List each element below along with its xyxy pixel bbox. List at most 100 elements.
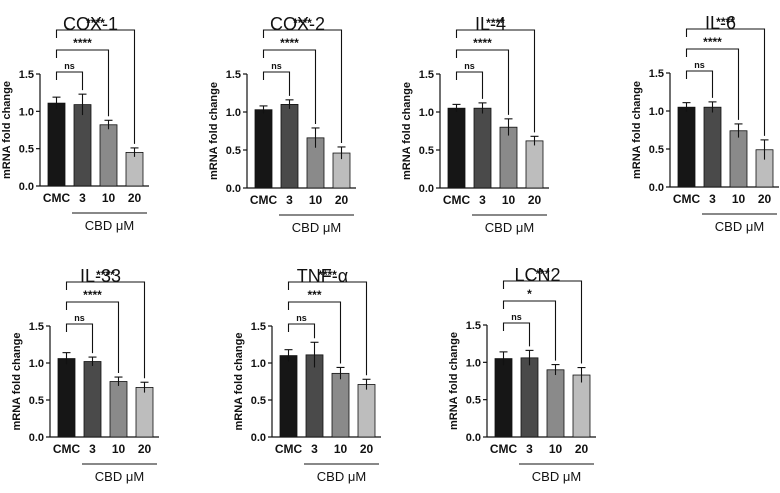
category-label: 10 — [334, 442, 348, 456]
chart-title: COX-2 — [270, 14, 325, 34]
bar — [357, 384, 376, 438]
significance-label: **** — [96, 268, 115, 282]
y-tick-label: 0.0 — [226, 183, 241, 195]
y-tick-label: 1.0 — [29, 358, 44, 370]
significance-bracket — [55, 29, 136, 144]
significance-bracket — [65, 281, 146, 379]
category-label: 10 — [309, 193, 323, 207]
significance-label: **** — [293, 16, 312, 30]
chart-panel: IL-6 mRNA fold change 0.0 0.5 1.0 1.5 CMC 3 10 20… — [631, 13, 779, 234]
significance-bracket — [502, 322, 531, 347]
chart-panel: COX-2 mRNA fold change 0.0 0.5 1.0 1.5 CMC 3 10 2… — [208, 14, 356, 235]
bar — [280, 104, 299, 189]
y-tick-label: 0.5 — [649, 144, 664, 156]
y-tick-label: 0.0 — [419, 183, 434, 195]
significance-label: **** — [280, 36, 299, 50]
significance-label: *** — [307, 288, 321, 302]
category-label: 10 — [102, 191, 116, 205]
y-tick-label: 1.5 — [19, 69, 34, 81]
bar — [83, 361, 102, 438]
significance-label: **** — [86, 16, 105, 30]
significance-bracket — [685, 70, 714, 98]
significance-label: **** — [716, 15, 735, 29]
significance-label: ns — [74, 313, 85, 323]
significance-label: ns — [64, 61, 75, 71]
y-axis-label: mRNA fold change — [631, 81, 643, 179]
significance-label: ns — [464, 61, 475, 71]
chart-title: LCN2 — [514, 265, 560, 285]
bar — [135, 387, 154, 438]
y-tick-label: 1.0 — [226, 107, 241, 119]
y-tick-label: 0.5 — [226, 145, 241, 157]
chart-title: IL-33 — [80, 266, 121, 286]
y-tick-label: 1.0 — [419, 107, 434, 119]
chart-panel: LCN2 mRNA fold change 0.0 0.5 1.0 1.5 CMC 3 10 20… — [448, 265, 596, 484]
category-label: 3 — [79, 191, 86, 205]
bar — [677, 106, 696, 188]
chart-panel: IL-33 mRNA fold change 0.0 0.5 1.0 1.5 CMC 3 10 2… — [11, 266, 159, 484]
bar — [572, 374, 591, 438]
significance-label: **** — [318, 268, 337, 282]
chart-panel: COX-1 mRNA fold change 0.0 0.5 1.0 1.5 CMC 3 10 2… — [1, 14, 149, 233]
bar — [331, 372, 350, 438]
chart-title: IL-4 — [475, 14, 506, 34]
category-label: 10 — [502, 193, 516, 207]
category-label: 10 — [112, 442, 126, 456]
bar — [109, 381, 128, 438]
significance-bracket — [65, 323, 94, 354]
y-tick-label: 0.0 — [466, 432, 481, 444]
category-label: CMC — [250, 193, 278, 207]
category-label: 20 — [335, 193, 349, 207]
y-tick-label: 1.0 — [251, 358, 266, 370]
y-tick-label: 0.5 — [466, 395, 481, 407]
y-tick-label: 0.0 — [251, 432, 266, 444]
group-label: CBD μM — [485, 220, 534, 235]
chart-title: COX-1 — [63, 14, 118, 34]
bar — [525, 140, 544, 189]
chart-title: IL-6 — [705, 13, 736, 33]
significance-bracket — [455, 29, 536, 133]
significance-bracket — [502, 280, 583, 364]
y-tick-label: 0.0 — [649, 182, 664, 194]
bar — [47, 102, 66, 187]
significance-label: **** — [703, 35, 722, 49]
category-label: 3 — [479, 193, 486, 207]
y-axis-label: mRNA fold change — [11, 333, 23, 431]
category-label: CMC — [275, 442, 303, 456]
significance-label: **** — [73, 36, 92, 50]
category-label: 20 — [360, 442, 374, 456]
significance-label: **** — [83, 288, 102, 302]
y-tick-label: 1.5 — [29, 321, 44, 333]
y-tick-label: 1.0 — [466, 357, 481, 369]
significance-bracket — [262, 49, 317, 124]
bar — [125, 151, 144, 187]
significance-bracket — [287, 281, 368, 376]
bar — [73, 104, 92, 187]
category-label: 20 — [575, 442, 589, 456]
category-label: CMC — [673, 192, 701, 206]
y-tick-label: 1.0 — [649, 106, 664, 118]
significance-bracket — [262, 71, 291, 96]
category-label: 3 — [311, 442, 318, 456]
bar — [473, 107, 492, 189]
group-label: CBD μM — [292, 220, 341, 235]
significance-label: * — [527, 287, 532, 301]
y-tick-label: 1.5 — [649, 68, 664, 80]
y-tick-label: 0.5 — [29, 395, 44, 407]
significance-label: ns — [296, 313, 307, 323]
significance-label: ns — [694, 60, 705, 70]
significance-bracket — [55, 49, 110, 117]
group-label: CBD μM — [85, 218, 134, 233]
bar — [57, 358, 76, 438]
bar — [447, 107, 466, 189]
y-tick-label: 1.5 — [226, 69, 241, 81]
category-label: 20 — [528, 193, 542, 207]
significance-bracket — [55, 71, 84, 91]
category-label: CMC — [53, 442, 81, 456]
y-tick-label: 0.0 — [29, 432, 44, 444]
significance-bracket — [287, 323, 316, 339]
category-label: 20 — [758, 192, 772, 206]
significance-label: ns — [271, 61, 282, 71]
significance-label: *** — [535, 267, 549, 281]
